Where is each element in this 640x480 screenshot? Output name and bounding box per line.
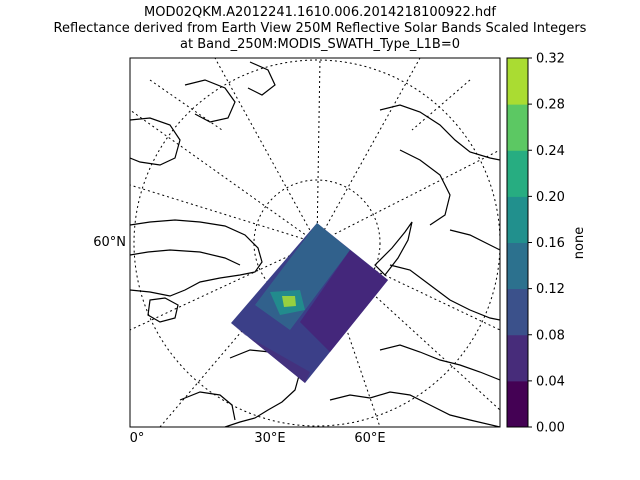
colorbar-tick-label: 0.04: [536, 374, 565, 389]
colorbar-segment: [507, 381, 528, 428]
colorbar-segment: [507, 58, 528, 105]
colorbar-segment: [507, 150, 528, 197]
colorbar-segment: [507, 335, 528, 382]
colorbar-tick-label: 0.32: [536, 52, 565, 67]
lon-label-30e: 30°E: [254, 431, 285, 446]
colorbar-tick-label: 0.00: [536, 421, 565, 436]
colorbar-tick-label: 0.20: [536, 190, 565, 205]
colorbar-tick-label: 0.24: [536, 144, 565, 159]
colorbar-tick-label: 0.16: [536, 236, 565, 251]
colorbar-segment: [507, 196, 528, 243]
lat-label-60n: 60°N: [93, 235, 126, 250]
colorbar-segment: [507, 289, 528, 336]
lon-label-0: 0°: [130, 431, 145, 446]
colorbar: 0.00 0.04 0.08 0.12 0.16 0.20 0.24 0.28 0.32: [507, 52, 565, 436]
colorbar-segment: [507, 104, 528, 151]
colorbar-segment: [507, 243, 528, 290]
lon-label-60e: 60°E: [354, 431, 385, 446]
swath-brightest-patch: [282, 296, 296, 307]
colorbar-tick-label: 0.28: [536, 98, 565, 113]
colorbar-label: none: [572, 227, 587, 259]
colorbar-tick-label: 0.12: [536, 282, 565, 297]
colorbar-tick-label: 0.08: [536, 328, 565, 343]
